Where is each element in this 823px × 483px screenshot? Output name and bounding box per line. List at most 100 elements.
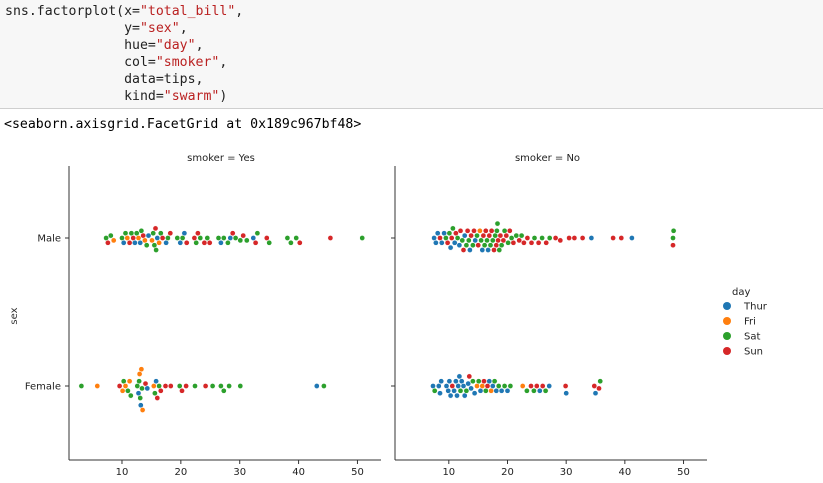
swarm-point xyxy=(254,230,261,237)
swarm-point xyxy=(128,230,135,237)
swarm-point xyxy=(162,383,169,389)
swarm-point xyxy=(133,230,140,237)
swarm-point xyxy=(237,383,244,389)
swarm-point xyxy=(670,227,677,234)
swarm-point xyxy=(139,407,146,413)
swarm-point xyxy=(177,239,184,246)
swarm-point xyxy=(150,230,157,237)
code-editor[interactable]: sns.factorplot(x="total_bill", y="sex", … xyxy=(5,3,243,105)
swarm-point xyxy=(218,383,224,389)
swarm-point xyxy=(183,239,190,246)
swarm-point xyxy=(493,387,500,394)
swarm-point xyxy=(455,383,462,389)
swarm-point xyxy=(126,239,133,246)
swarm-point xyxy=(536,387,543,394)
swarm-point xyxy=(481,378,487,385)
swarm-point xyxy=(546,383,553,389)
swarm-point xyxy=(454,392,460,399)
swarm-point xyxy=(670,235,676,241)
swarm-point xyxy=(110,237,117,244)
swarm-point xyxy=(138,227,145,234)
swarm-point xyxy=(497,232,504,239)
code-cell[interactable]: sns.factorplot(x="total_bill", y="sex", … xyxy=(0,0,823,109)
swarm-point xyxy=(122,230,129,237)
code-token: kind= xyxy=(5,89,164,104)
swarm-point xyxy=(491,378,498,385)
swarm-point xyxy=(138,366,145,373)
swarm-point xyxy=(566,235,572,241)
swarm-point xyxy=(495,383,502,389)
swarm-point xyxy=(592,390,599,397)
swarm-point xyxy=(152,225,159,232)
x-tick-label: 30 xyxy=(233,467,246,478)
swarm-point xyxy=(501,383,508,389)
swarm-point xyxy=(468,385,474,392)
swarm-point xyxy=(327,235,334,241)
legend-label: Sat xyxy=(744,332,760,343)
swarm-point xyxy=(434,230,441,237)
swarm-point xyxy=(437,235,443,241)
swarm-point xyxy=(437,390,443,397)
swarm-point xyxy=(220,387,227,394)
panel-title: smoker = No xyxy=(515,153,580,164)
code-string: "sex" xyxy=(139,21,180,36)
swarm-point xyxy=(174,235,181,241)
swarm-point xyxy=(510,239,517,246)
swarm-point xyxy=(167,383,174,389)
swarm-point xyxy=(229,230,236,237)
swarm-point xyxy=(503,232,510,239)
swarm-point xyxy=(486,378,493,385)
swarm-point xyxy=(433,239,439,246)
swarm-point xyxy=(446,230,453,237)
swarm-point xyxy=(552,235,559,241)
swarm-point xyxy=(521,239,527,246)
x-tick-label: 20 xyxy=(174,467,187,478)
swarm-point xyxy=(533,383,540,389)
swarm-point xyxy=(181,230,188,237)
swarm-point xyxy=(504,387,511,394)
swarm-point xyxy=(226,383,232,389)
swarm-point xyxy=(193,239,200,246)
swarm-point xyxy=(192,383,198,389)
code-line: y="sex", xyxy=(5,21,188,36)
swarm-point xyxy=(443,383,450,389)
cell-output-text: <seaborn.axisgrid.FacetGrid at 0x189c967… xyxy=(4,117,362,132)
code-line: data=tips, xyxy=(5,72,203,87)
swarm-point xyxy=(493,242,500,249)
swarm-point xyxy=(472,237,479,244)
swarm-point xyxy=(441,230,447,237)
swarm-point xyxy=(479,247,486,253)
swarm-point xyxy=(451,239,458,246)
swarm-point xyxy=(183,383,189,389)
swarm-point xyxy=(127,392,134,399)
swarm-point xyxy=(535,239,542,246)
swarm-point xyxy=(610,235,616,241)
x-tick-label: 50 xyxy=(677,467,690,478)
swarm-point xyxy=(120,378,127,385)
swarm-point xyxy=(670,242,676,249)
swarm-point xyxy=(126,378,133,385)
swarm-point xyxy=(449,383,456,389)
swarm-point xyxy=(539,383,546,389)
swarm-point xyxy=(489,383,496,389)
swarm-point xyxy=(524,235,531,241)
swarm-point xyxy=(451,387,457,394)
swarm-point xyxy=(482,227,489,234)
swarm-point xyxy=(480,232,487,239)
x-tick-label: 40 xyxy=(618,467,631,478)
swarm-point xyxy=(596,385,602,392)
swarm-point xyxy=(167,230,174,237)
legend-title: day xyxy=(732,287,750,298)
swarm-point xyxy=(456,242,463,249)
swarm-point xyxy=(475,242,482,249)
swarm-point xyxy=(140,232,147,239)
swarm-point xyxy=(142,380,149,387)
swarm-point xyxy=(215,235,222,241)
swarm-point xyxy=(296,239,303,246)
swarm-point xyxy=(618,235,625,241)
swarm-point xyxy=(474,383,480,389)
swarm-point xyxy=(563,390,570,397)
swarm-point xyxy=(477,387,484,394)
swarm-point xyxy=(430,383,436,389)
swarm-point xyxy=(137,402,144,409)
